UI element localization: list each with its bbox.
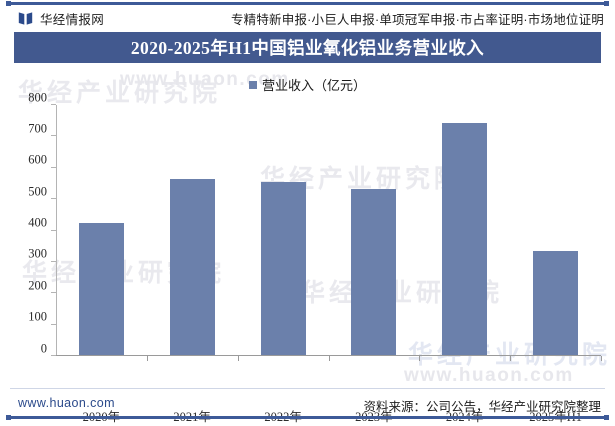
x-axis-line: [56, 355, 601, 356]
page-title: 2020-2025年H1中国铝业氧化铝业务营业收入: [130, 38, 485, 58]
footer-site-url[interactable]: www.huaon.com: [18, 396, 115, 410]
y-tick: [51, 104, 56, 105]
legend-swatch-icon: [248, 80, 257, 89]
y-tick: [51, 260, 56, 262]
brand[interactable]: 华经情报网: [18, 9, 104, 28]
footer-accent-rule: [6, 415, 609, 420]
y-tick: [51, 355, 56, 356]
chart-canvas: 华经产业研究院 华经产业研究院 华经产业研究院 华经产业研究院 华经产业研究院 …: [0, 63, 615, 424]
chart-legend: 营业收入（亿元）: [0, 75, 615, 94]
book-logo-icon: [18, 11, 33, 26]
bar-2022[interactable]: [260, 182, 306, 355]
plot-area: 0 100 200 300 400 500 600 700 800 2020年 …: [28, 90, 602, 424]
y-tick: [51, 166, 56, 168]
x-tick: [601, 356, 602, 361]
bar-2023[interactable]: [351, 188, 397, 355]
y-axis-line: [56, 105, 57, 356]
y-tick: [51, 198, 56, 200]
y-tick-label: 700: [28, 121, 47, 136]
x-tick: [146, 356, 148, 361]
bar-2020[interactable]: [78, 223, 124, 355]
y-tick: [51, 323, 56, 325]
y-tick-label: 200: [28, 278, 47, 293]
legend-label[interactable]: 营业收入（亿元）: [261, 78, 366, 93]
y-tick-label: 500: [28, 184, 47, 199]
y-tick: [51, 135, 56, 137]
footer-divider: [10, 388, 605, 389]
y-tick-label: 300: [28, 246, 47, 261]
x-tick: [328, 356, 330, 361]
brand-name: 华经情报网: [40, 12, 105, 27]
y-tick-label: 400: [28, 215, 47, 230]
y-tick-label: 600: [28, 152, 47, 167]
header-nav-text[interactable]: 专精特新申报·小巨人申报·单项冠军申报·市占率证明·市场地位证明: [230, 12, 604, 27]
chart-title-band: 2020-2025年H1中国铝业氧化铝业务营业收入: [14, 32, 601, 63]
footer-source-note: 资料来源：公司公告，华经产业研究院整理: [363, 400, 601, 414]
y-tick: [51, 292, 56, 294]
page-footer: www.huaon.com 资料来源：公司公告，华经产业研究院整理: [0, 385, 615, 426]
top-accent-rule: [6, 1, 609, 6]
y-tick-label: 0: [40, 341, 47, 355]
watermark-url: www.huaon.com: [404, 365, 574, 386]
y-tick-label: 800: [28, 90, 47, 104]
x-tick: [419, 356, 421, 361]
x-tick: [510, 356, 512, 361]
page-header: 华经情报网 专精特新申报·小巨人申报·单项冠军申报·市占率证明·市场地位证明: [0, 5, 615, 31]
y-tick-label: 100: [28, 309, 47, 324]
x-tick: [237, 356, 239, 361]
bar-2024[interactable]: [442, 123, 488, 355]
bar-2021[interactable]: [169, 178, 215, 355]
bar-2025-h1[interactable]: [533, 251, 579, 355]
y-tick: [51, 229, 56, 231]
